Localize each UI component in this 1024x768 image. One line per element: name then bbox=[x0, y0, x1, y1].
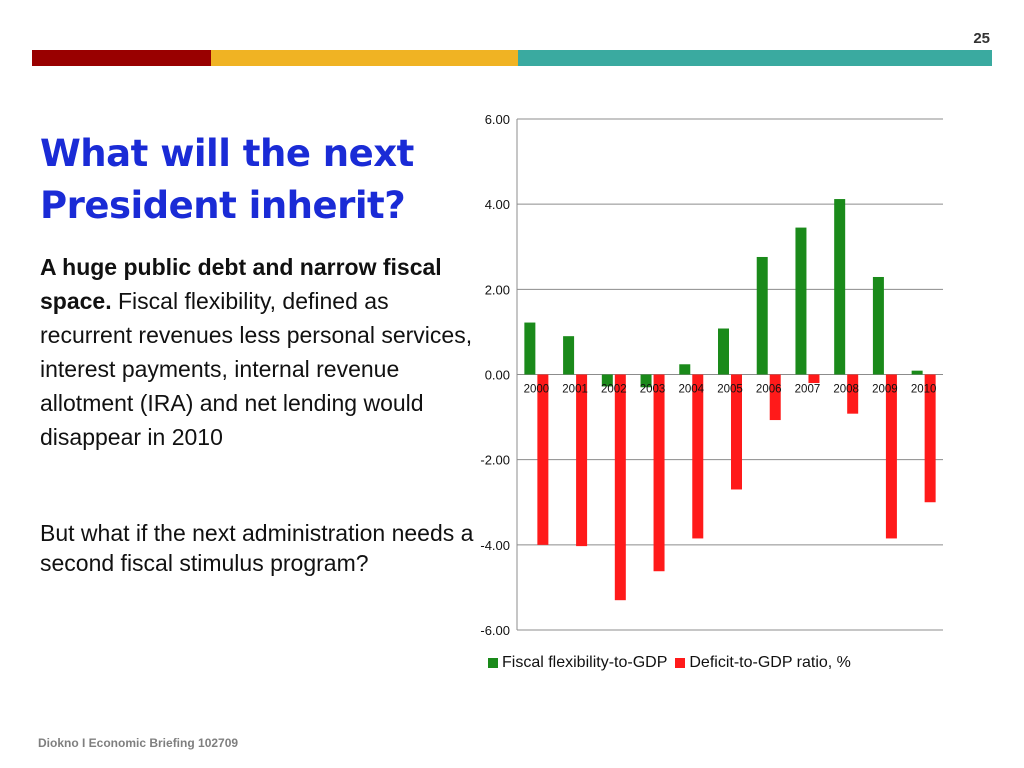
bar-fiscal-flexibility bbox=[563, 336, 575, 375]
bar-fiscal-flexibility bbox=[718, 328, 729, 375]
bar-chart: 6.00 4.00 2.00 0.00 -2.00 -4.00 -6.00 2000 2001 2… bbox=[480, 112, 943, 638]
x-tick-label: 2009 bbox=[872, 384, 898, 396]
legend-swatch-fiscal bbox=[488, 658, 498, 668]
body-rest: Fiscal flexibility, defined as recurrent… bbox=[40, 288, 473, 450]
bar-fiscal-flexibility bbox=[795, 227, 807, 375]
bar-deficit bbox=[769, 374, 781, 421]
bar-deficit bbox=[847, 374, 859, 414]
x-tick-label: 2002 bbox=[601, 384, 627, 396]
y-tick-label: 4.00 bbox=[485, 197, 510, 212]
y-tick-label: 2.00 bbox=[485, 282, 510, 297]
bar-deficit bbox=[924, 374, 936, 503]
strip-segment-red bbox=[32, 50, 211, 66]
bar-fiscal-flexibility bbox=[872, 276, 884, 375]
bar-fiscal-flexibility bbox=[911, 370, 923, 375]
x-tick-label: 2004 bbox=[678, 384, 704, 396]
x-tick-label: 2000 bbox=[524, 384, 550, 396]
slide-title: What will the next President inherit? bbox=[40, 132, 414, 227]
bar-fiscal-flexibility bbox=[834, 199, 846, 375]
legend-label-deficit: Deficit-to-GDP ratio, % bbox=[689, 654, 851, 671]
bar-fiscal-flexibility bbox=[524, 322, 536, 375]
strip-segment-teal bbox=[518, 50, 992, 66]
x-tick-label: 2003 bbox=[640, 384, 666, 396]
footer-text: Diokno I Economic Briefing 102709 bbox=[38, 736, 239, 750]
bar-deficit bbox=[808, 374, 820, 384]
bar-deficit bbox=[885, 374, 897, 539]
chart-legend: Fiscal flexibility-to-GDP Deficit-to-GDP… bbox=[488, 654, 851, 672]
y-tick-label: 0.00 bbox=[485, 368, 510, 383]
bar-fiscal-flexibility bbox=[756, 256, 768, 375]
bar-fiscal-flexibility bbox=[640, 374, 652, 388]
x-tick-label: 2001 bbox=[562, 384, 588, 396]
legend-swatch-deficit bbox=[675, 658, 686, 668]
bar-deficit bbox=[653, 374, 665, 572]
bar-deficit bbox=[614, 374, 626, 601]
body-bold-lead: A huge public debt and narrow fiscal spa… bbox=[40, 254, 442, 314]
x-tick-label: 2008 bbox=[833, 384, 859, 396]
legend-label-fiscal: Fiscal flexibility-to-GDP bbox=[502, 654, 668, 671]
bar-deficit bbox=[731, 374, 742, 490]
y-tick-label: -2.00 bbox=[480, 453, 510, 468]
bar-fiscal-flexibility bbox=[679, 364, 691, 375]
body-paragraph: A huge public debt and narrow fiscal spa… bbox=[40, 250, 480, 454]
x-tick-label: 2006 bbox=[756, 384, 782, 396]
legend-item-deficit: Deficit-to-GDP ratio, % bbox=[675, 654, 851, 672]
x-tick-label: 2010 bbox=[911, 384, 937, 396]
x-tick-label: 2007 bbox=[795, 384, 821, 396]
y-tick-label: -4.00 bbox=[480, 538, 510, 553]
bar-deficit bbox=[537, 374, 549, 545]
y-tick-label: 6.00 bbox=[485, 112, 510, 127]
bar-deficit bbox=[692, 374, 704, 539]
bar-fiscal-flexibility bbox=[601, 374, 613, 387]
legend-item-fiscal: Fiscal flexibility-to-GDP bbox=[488, 654, 667, 672]
bar-deficit bbox=[576, 374, 588, 547]
x-tick-label: 2005 bbox=[717, 384, 743, 396]
strip-segment-yellow bbox=[211, 50, 518, 66]
header-color-strip bbox=[32, 50, 992, 66]
page-number: 25 bbox=[973, 30, 990, 47]
y-tick-label: -6.00 bbox=[480, 623, 510, 638]
second-paragraph: But what if the next administration need… bbox=[40, 520, 474, 576]
